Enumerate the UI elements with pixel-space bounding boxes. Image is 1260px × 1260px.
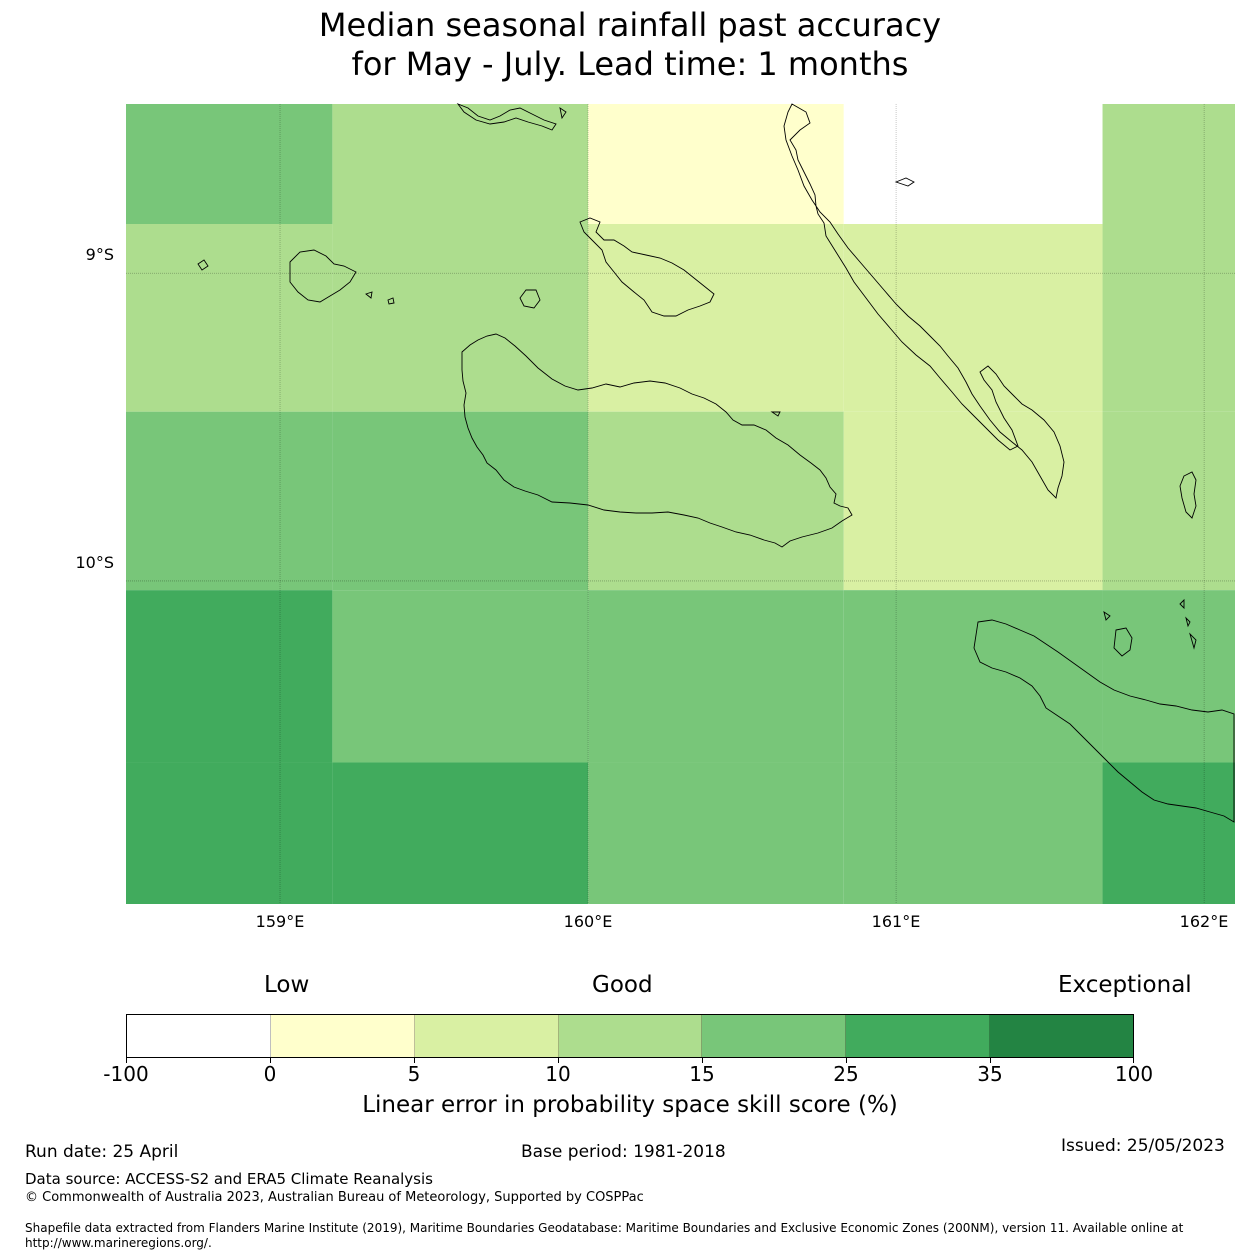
skill-cell [332, 224, 589, 412]
colorbar-tick-label: -100 [103, 1062, 149, 1086]
skill-cell [126, 104, 333, 224]
colorbar-tick-label: 0 [263, 1062, 277, 1086]
skill-cell [588, 590, 844, 763]
skill-cell [843, 411, 1103, 591]
colorbar-tick-label: 5 [407, 1062, 421, 1086]
colorbar-segment-4 [558, 1015, 703, 1057]
colorbar-segment-1 [127, 1015, 271, 1057]
coastline-santa-isabel [456, 102, 557, 131]
skill-cell [332, 590, 589, 763]
skill-cell [1102, 590, 1235, 763]
skill-cells [126, 104, 1235, 904]
colorbar-tick-label: 15 [689, 1062, 715, 1086]
skill-cell [843, 224, 1103, 412]
skill-cell [588, 411, 844, 591]
coastline-malaita [783, 103, 1065, 499]
map-title: Median seasonal rainfall past accuracy [318, 6, 942, 44]
colorbar-segment-3 [414, 1015, 559, 1057]
colorbar-segment-6 [846, 1015, 991, 1057]
coastline-makira [973, 619, 1235, 823]
coastline-russell-islands [289, 249, 357, 303]
shapefile-credit: Shapefile data extracted from Flanders M… [25, 1221, 1184, 1250]
skill-cell [1102, 224, 1235, 412]
skill-cell [1102, 104, 1235, 224]
lon-label-161e: 161°E [871, 912, 921, 931]
coastline-ulawa [1179, 471, 1197, 519]
skill-cell [1102, 762, 1235, 904]
colorbar-segment-7 [990, 1015, 1134, 1057]
coastline-savo [519, 289, 541, 309]
lon-label-160e: 160°E [563, 912, 613, 931]
lat-label-10s: 10°S [75, 553, 114, 572]
lon-label-159e: 159°E [255, 912, 305, 931]
category-low: Low [264, 972, 310, 998]
skill-cell [126, 590, 333, 763]
graticule [126, 104, 1235, 904]
base-period: Base period: 1981-2018 [521, 1142, 726, 1162]
colorbar-tick-label: 25 [833, 1062, 859, 1086]
skill-cell [332, 411, 589, 591]
colorbar-segment-2 [270, 1015, 415, 1057]
colorbar-axis-label: Linear error in probability space skill … [362, 1092, 898, 1118]
colorbar-tick-label: 35 [977, 1062, 1003, 1086]
colorbar-tick-label: 10 [545, 1062, 571, 1086]
skill-cell [332, 104, 589, 224]
colorbar [126, 1014, 1134, 1058]
lat-label-9s: 9°S [85, 245, 114, 264]
skill-cell [1102, 411, 1235, 591]
coastline-guadalcanal [461, 333, 853, 548]
skill-cell [588, 104, 844, 224]
skill-cell [126, 224, 333, 412]
coastline-florida-islands [579, 217, 715, 317]
map-subtitle: for May - July. Lead time: 1 months [351, 45, 909, 83]
map-panel [126, 102, 1235, 904]
run-date: Run date: 25 April [25, 1142, 179, 1162]
colorbar-segment-5 [702, 1015, 847, 1057]
skill-cell [126, 762, 333, 904]
lon-label-162e: 162°E [1179, 912, 1229, 931]
skill-cell [332, 762, 589, 904]
copyright: © Commonwealth of Australia 2023, Austra… [25, 1190, 644, 1205]
coastlines [197, 102, 1235, 823]
category-good: Good [592, 972, 653, 998]
skill-cell [843, 590, 1103, 763]
skill-cell [588, 224, 844, 412]
colorbar-tick-label: 100 [1114, 1062, 1154, 1086]
skill-cell [843, 104, 1103, 224]
skill-cell [126, 411, 333, 591]
category-exceptional: Exceptional [1058, 972, 1192, 998]
skill-cell [588, 762, 844, 904]
data-source: Data source: ACCESS-S2 and ERA5 Climate … [25, 1170, 433, 1188]
skill-cell [843, 762, 1103, 904]
issued-date: Issued: 25/05/2023 [1061, 1136, 1225, 1156]
